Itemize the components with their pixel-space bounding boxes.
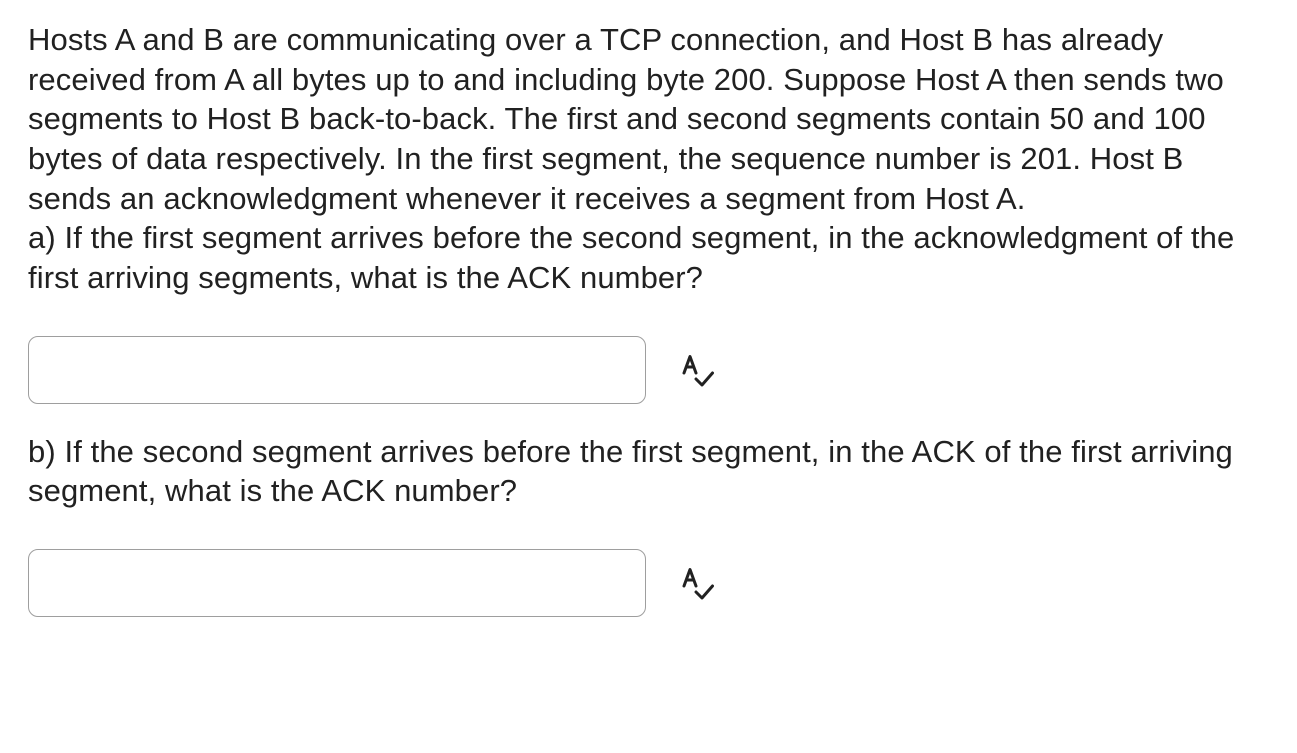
answer-row-a <box>28 336 1269 404</box>
answer-input-b[interactable] <box>28 549 646 617</box>
spellcheck-icon[interactable] <box>676 350 716 390</box>
answer-row-b <box>28 549 1269 617</box>
question-intro-text: Hosts A and B are communicating over a T… <box>28 20 1269 298</box>
question-part-b: b) If the second segment arrives before … <box>28 432 1269 511</box>
question-intro-paragraph: Hosts A and B are communicating over a T… <box>28 22 1224 216</box>
spellcheck-icon[interactable] <box>676 563 716 603</box>
answer-input-a[interactable] <box>28 336 646 404</box>
question-part-a: a) If the first segment arrives before t… <box>28 220 1234 295</box>
